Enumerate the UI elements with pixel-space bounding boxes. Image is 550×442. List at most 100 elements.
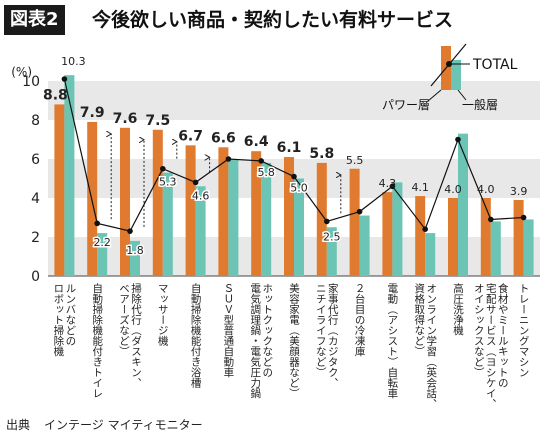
category-label-line: ＳＵＶ型普通自動車 [222, 283, 234, 378]
bar-power [185, 145, 196, 276]
bar-power [284, 157, 294, 276]
value-labels: 8.8 10.3 7.9 2.2 7.6 1.8 7.5 5.3 6.7 4.6 6.6 6.4 5.8… [43, 54, 527, 259]
category-label-line: 高圧洗浄機 [452, 282, 464, 336]
category-label-line: ロボット掃除機 [52, 283, 64, 357]
bar-general [195, 186, 206, 276]
category-label: マッサージ機 [157, 283, 169, 347]
category-label-line: ベアーズなど） [118, 283, 130, 357]
value-label-power: 8.8 [43, 87, 68, 103]
bar-general [294, 178, 304, 276]
bar-general [392, 182, 403, 276]
difference-arrows [111, 134, 341, 227]
legend-swatch-general [451, 60, 461, 90]
value-label-power: 4.3 [379, 177, 397, 190]
total-point [488, 216, 494, 223]
value-label-power: 6.6 [211, 130, 236, 146]
value-label-power: 7.5 [145, 113, 170, 129]
category-label-line: ２台目の冷凍庫 [354, 283, 366, 357]
bar-power [480, 198, 491, 276]
y-tick-label: 2 [31, 230, 40, 246]
category-label: 高圧洗浄機 [452, 282, 464, 336]
bar-general [261, 162, 272, 276]
category-label-line: 自動掃除機能付き浴槽 [190, 282, 202, 389]
legend-power-label: パワー層 [382, 98, 430, 112]
category-label-line: 宅配サービス（ヨシケイ、 [485, 282, 497, 409]
bar-general [64, 75, 75, 277]
bar-power [54, 104, 65, 277]
category-label: ２台目の冷凍庫 [354, 283, 366, 357]
value-label-power: 6.4 [244, 134, 269, 150]
legend: TOTAL パワー層 一般層 [382, 43, 518, 112]
bar-power [349, 168, 360, 276]
category-label: トレーニングマシン [518, 283, 530, 378]
total-point [356, 208, 363, 215]
bar-general [523, 219, 534, 276]
bar-power [513, 199, 524, 276]
bar-power [448, 198, 458, 276]
y-tick-label: 0 [31, 269, 40, 285]
bar-general [228, 159, 239, 276]
y-tick-label: 4 [31, 191, 40, 207]
source-text: インテージ マイティモニター [44, 418, 203, 432]
category-label-line: オンライン学習（英会話、 [425, 283, 437, 409]
category-label-line: 電気調理鍋・電気圧力鍋 [249, 283, 261, 399]
category-label-line: 掃除代行（ダスキン、 [130, 282, 142, 388]
category-label-line: ニチイライフなど） [315, 283, 327, 378]
category-label: 美容家電（美顔器など） [288, 282, 300, 398]
category-label: 掃除代行（ダスキン、ベアーズなど） [118, 282, 142, 388]
bar-general [162, 172, 173, 276]
category-label-line: ホットクックなどの [261, 283, 273, 378]
bar-general [130, 240, 140, 276]
total-line [61, 76, 527, 234]
total-point [455, 136, 461, 143]
value-label-general: 2.5 [323, 230, 341, 243]
legend-general-label: 一般層 [462, 97, 498, 112]
total-point [127, 228, 133, 234]
total-point [258, 158, 265, 164]
value-label-power: 6.7 [178, 128, 203, 144]
bar-power [316, 162, 327, 276]
category-label-line: 食材やミールキットの [497, 282, 509, 388]
bar-general [359, 215, 370, 276]
legend-total-label: TOTAL [472, 57, 518, 73]
category-label-line: ルンバなどの [64, 283, 76, 346]
total-point [422, 226, 429, 232]
category-label-line: マッサージ機 [157, 283, 169, 347]
figure-label: 図表2 [4, 5, 65, 35]
category-label-line: 家事代行（カジタク、 [327, 282, 339, 388]
value-label-general: 10.3 [61, 55, 86, 68]
legend-total-point [446, 61, 452, 67]
total-point [94, 220, 100, 227]
y-tick-label: 8 [31, 113, 40, 129]
value-label-power: 5.8 [309, 146, 334, 162]
y-tick-label: 6 [31, 152, 40, 168]
value-label-general: 2.2 [93, 236, 111, 249]
bar-power [218, 147, 229, 276]
category-label-line: トレーニングマシン [518, 283, 530, 378]
category-label: オンライン学習（英会話、資格取得など） [413, 283, 437, 409]
chart-header: 図表2 今後欲しい商品・契約したい有料サービス [0, 0, 550, 42]
chart-title: 今後欲しい商品・契約したい有料サービス [92, 9, 454, 31]
category-label: 電動（アシスト）自転車 [386, 283, 398, 399]
bar-power [251, 151, 262, 276]
value-label-power: 6.1 [277, 140, 302, 156]
value-label-power: 5.5 [346, 154, 364, 167]
y-axis-label: (%) [11, 65, 32, 79]
category-label-line: オイシックスなど） [473, 283, 485, 378]
bar-general [490, 221, 501, 276]
category-label-line: 美容家電（美顔器など） [288, 282, 300, 398]
value-label-general: 5.3 [159, 176, 177, 189]
bar-general [326, 227, 337, 276]
category-label: 自動掃除機能付き浴槽 [190, 282, 202, 389]
category-label: ＳＵＶ型普通自動車 [222, 283, 234, 378]
bar-general [425, 233, 436, 276]
total-point [61, 76, 68, 82]
bars [54, 75, 534, 277]
total-point [389, 183, 396, 190]
category-label: 家事代行（カジタク、ニチイライフなど） [315, 282, 339, 388]
bar-power [120, 127, 130, 276]
category-label-line: 自動掃除機能付きトイレ [91, 282, 103, 398]
